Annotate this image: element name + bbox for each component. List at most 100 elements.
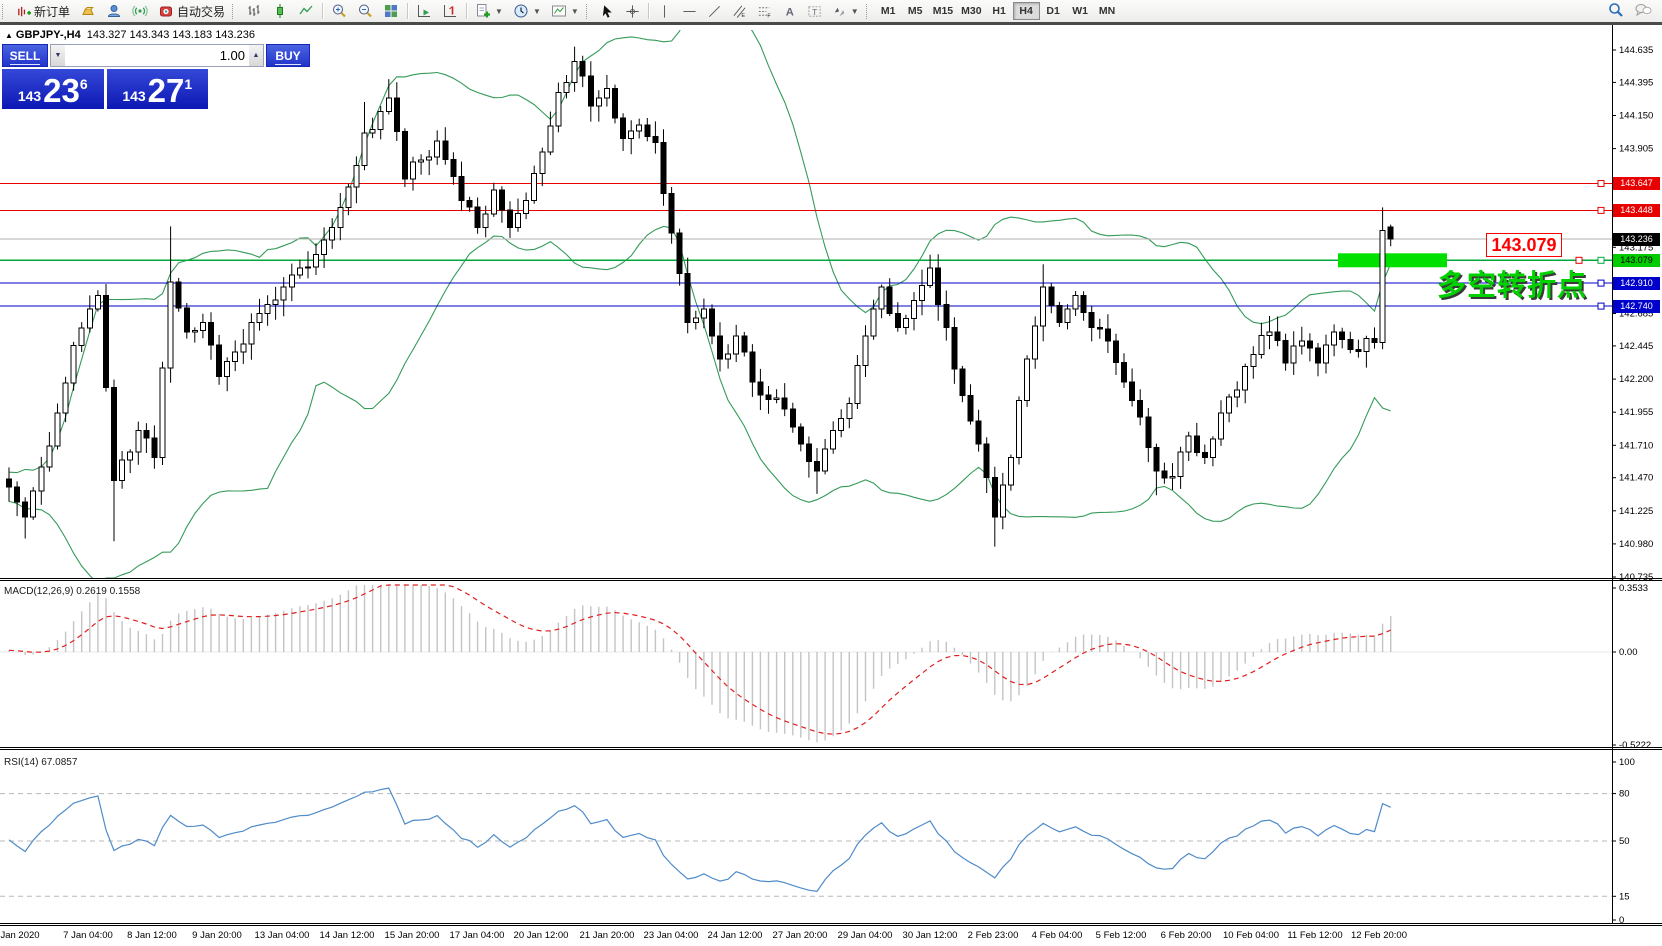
svg-text:80: 80 bbox=[1619, 789, 1630, 800]
text-tool-button[interactable]: A bbox=[777, 1, 802, 21]
timeframe-button-h4[interactable]: H4 bbox=[1012, 2, 1040, 20]
search-icon[interactable] bbox=[1608, 2, 1624, 21]
channel-tool-button[interactable]: E bbox=[727, 1, 752, 21]
svg-text:24 Jan 12:00: 24 Jan 12:00 bbox=[708, 930, 763, 941]
svg-text:143.175: 143.175 bbox=[1619, 242, 1653, 253]
crosshair-tool-button[interactable] bbox=[620, 1, 645, 21]
svg-text:144.395: 144.395 bbox=[1619, 77, 1653, 88]
svg-text:9 Jan 20:00: 9 Jan 20:00 bbox=[192, 930, 242, 941]
timeframe-button-m30[interactable]: M30 bbox=[957, 2, 985, 20]
svg-text:10 Feb 04:00: 10 Feb 04:00 bbox=[1223, 930, 1279, 941]
auto-scroll-button[interactable] bbox=[411, 1, 437, 21]
cursor-icon bbox=[602, 4, 612, 18]
trendline-tool-button[interactable] bbox=[702, 1, 727, 21]
zoom-out-icon bbox=[359, 4, 372, 18]
timeframe-button-mn[interactable]: MN bbox=[1094, 2, 1121, 20]
macd-panel bbox=[0, 584, 1612, 743]
templates-icon bbox=[551, 5, 566, 17]
rsi-axis: 100 80 50 15 0 bbox=[1612, 757, 1635, 926]
bar-chart-button[interactable] bbox=[241, 1, 267, 21]
svg-text:144.635: 144.635 bbox=[1619, 45, 1653, 56]
timeframe-button-h1[interactable]: H1 bbox=[986, 2, 1013, 20]
dropdown-caret: ▼ bbox=[850, 6, 859, 16]
volume-input[interactable] bbox=[65, 45, 249, 66]
buy-price-box[interactable]: 143 27 1 bbox=[106, 69, 208, 109]
zoom-out-button[interactable] bbox=[352, 1, 378, 21]
buy-button[interactable]: BUY bbox=[266, 44, 310, 67]
main-toolbar: 新订单 自动交易 ▼ ▼ bbox=[0, 0, 1662, 22]
toolbar-separator bbox=[407, 3, 409, 19]
sell-button[interactable]: SELL bbox=[2, 44, 48, 67]
autotrading-icon bbox=[160, 6, 173, 17]
arrows-tool-button[interactable]: ▼ bbox=[827, 1, 864, 21]
volume-decrease-button[interactable]: ▼ bbox=[51, 45, 65, 66]
svg-text:144.150: 144.150 bbox=[1619, 111, 1653, 122]
candlestick-chart-button[interactable] bbox=[267, 1, 293, 21]
highlight-zone-rect bbox=[1338, 253, 1447, 268]
svg-text:20 Jan 12:00: 20 Jan 12:00 bbox=[514, 930, 569, 941]
chat-icon[interactable] bbox=[1634, 2, 1652, 21]
trendline-icon bbox=[708, 5, 720, 17]
arrow-objects-icon bbox=[834, 7, 844, 16]
vertical-line-tool-button[interactable] bbox=[652, 1, 677, 21]
chart-canvas[interactable]: 144.635144.395144.150143.905143.660143.4… bbox=[0, 25, 1662, 946]
line-chart-button[interactable] bbox=[293, 1, 319, 21]
volume-increase-button[interactable]: ▲ bbox=[249, 45, 263, 66]
community-button[interactable] bbox=[101, 1, 127, 21]
signals-button[interactable] bbox=[127, 1, 153, 21]
text-label-tool-button[interactable]: T bbox=[802, 1, 827, 21]
symbol-period-label: GBPJPY-,H4 bbox=[15, 29, 81, 41]
svg-text:7 Jan 04:00: 7 Jan 04:00 bbox=[63, 930, 113, 941]
timeframe-button-w1[interactable]: W1 bbox=[1067, 2, 1094, 20]
sell-price-box[interactable]: 143 23 6 bbox=[2, 69, 104, 109]
horizontal-line-tool-button[interactable] bbox=[677, 1, 702, 21]
svg-text:142.445: 142.445 bbox=[1619, 341, 1653, 352]
svg-text:21 Jan 20:00: 21 Jan 20:00 bbox=[580, 930, 635, 941]
svg-text:17 Jan 04:00: 17 Jan 04:00 bbox=[450, 930, 505, 941]
axis-label-red-143.647: 143.647 bbox=[1613, 177, 1660, 190]
axis-label-red-143.448: 143.448 bbox=[1613, 203, 1660, 217]
autotrading-button[interactable]: 自动交易 bbox=[153, 1, 230, 21]
toolbar-separator bbox=[647, 3, 649, 19]
axis-label-green-143.079: 143.079 bbox=[1613, 253, 1660, 267]
price-axis-ticks: 144.635144.395144.150143.905143.660143.4… bbox=[1612, 45, 1653, 583]
new-order-button[interactable]: 新订单 bbox=[11, 1, 75, 21]
svg-text:11 Feb 12:00: 11 Feb 12:00 bbox=[1287, 930, 1342, 941]
svg-text:27 Jan 20:00: 27 Jan 20:00 bbox=[773, 930, 828, 941]
zoom-in-icon bbox=[333, 4, 346, 18]
toolbar-separator bbox=[322, 3, 324, 19]
templates-button[interactable]: ▼ bbox=[546, 1, 584, 21]
market-button[interactable] bbox=[75, 1, 101, 21]
auto-scroll-icon bbox=[418, 5, 431, 17]
line-chart-icon bbox=[299, 5, 313, 15]
svg-text:100: 100 bbox=[1619, 757, 1635, 768]
equidistant-channel-icon: E bbox=[733, 5, 746, 19]
zoom-in-button[interactable] bbox=[326, 1, 352, 21]
svg-text:12 Feb 20:00: 12 Feb 20:00 bbox=[1351, 930, 1407, 941]
svg-text:0.3533: 0.3533 bbox=[1619, 583, 1648, 594]
rsi-panel bbox=[0, 787, 1612, 897]
svg-text:142.200: 142.200 bbox=[1619, 374, 1653, 385]
fibonacci-tool-button[interactable]: F bbox=[752, 1, 777, 21]
timeframe-button-d1[interactable]: D1 bbox=[1040, 2, 1067, 20]
svg-text:T: T bbox=[812, 6, 817, 16]
cursor-tool-button[interactable] bbox=[595, 1, 620, 21]
svg-text:0.00: 0.00 bbox=[1619, 647, 1638, 658]
indicators-button[interactable]: ▼ bbox=[470, 1, 508, 21]
chart-shift-button[interactable] bbox=[437, 1, 463, 21]
periods-button[interactable]: ▼ bbox=[508, 1, 546, 21]
collapse-marker-icon[interactable]: ▲ bbox=[5, 31, 13, 40]
toolbar-grip bbox=[585, 3, 591, 19]
macd-axis: 0.3533 0.00 -0.5222 bbox=[1612, 583, 1651, 751]
crosshair-icon bbox=[626, 4, 639, 18]
svg-text:8 Jan 12:00: 8 Jan 12:00 bbox=[127, 930, 177, 941]
svg-text:E: E bbox=[741, 13, 745, 19]
price-level-callout[interactable]: 143.079 bbox=[1486, 233, 1562, 257]
tile-windows-button[interactable] bbox=[378, 1, 404, 21]
svg-text:2 Feb 23:00: 2 Feb 23:00 bbox=[968, 930, 1019, 941]
timeframe-button-m1[interactable]: M1 bbox=[875, 2, 902, 20]
timeframe-button-m15[interactable]: M15 bbox=[929, 2, 957, 20]
indicators-icon bbox=[477, 4, 491, 18]
timeframe-button-m5[interactable]: M5 bbox=[902, 2, 929, 20]
rsi-line bbox=[8, 787, 1391, 893]
